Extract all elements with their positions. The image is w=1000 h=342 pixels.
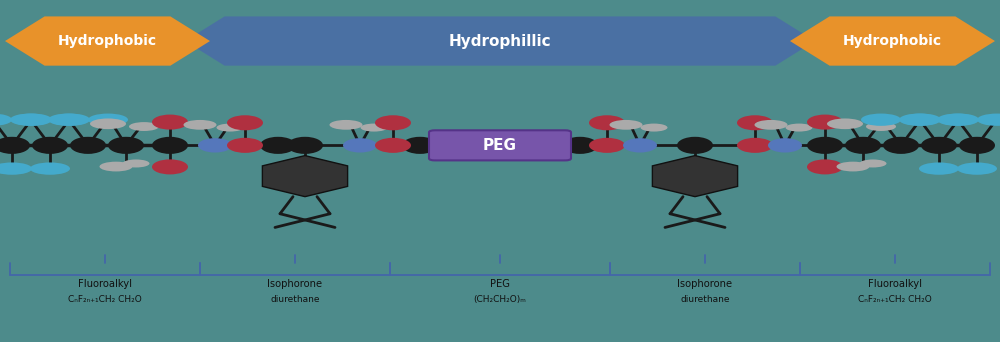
Ellipse shape xyxy=(883,137,919,154)
Ellipse shape xyxy=(360,123,388,132)
FancyBboxPatch shape xyxy=(429,130,571,160)
Ellipse shape xyxy=(122,159,150,168)
Ellipse shape xyxy=(959,137,995,154)
Ellipse shape xyxy=(184,120,216,130)
Ellipse shape xyxy=(100,162,132,171)
Ellipse shape xyxy=(30,162,70,175)
Ellipse shape xyxy=(755,120,788,130)
Ellipse shape xyxy=(807,137,843,154)
Ellipse shape xyxy=(845,137,881,154)
Ellipse shape xyxy=(836,162,870,171)
Text: Hydrophobic: Hydrophobic xyxy=(58,34,157,48)
Ellipse shape xyxy=(737,115,773,130)
Ellipse shape xyxy=(287,137,323,154)
Ellipse shape xyxy=(623,138,657,153)
Ellipse shape xyxy=(589,138,625,153)
Ellipse shape xyxy=(786,123,812,132)
Ellipse shape xyxy=(0,162,32,175)
Ellipse shape xyxy=(88,114,128,126)
Ellipse shape xyxy=(70,137,106,154)
Text: Isophorone: Isophorone xyxy=(267,279,323,289)
Ellipse shape xyxy=(12,114,52,126)
Ellipse shape xyxy=(562,137,598,154)
Text: CₙF₂ₙ₊₁CH₂ CH₂O: CₙF₂ₙ₊₁CH₂ CH₂O xyxy=(68,295,142,304)
Ellipse shape xyxy=(807,115,843,130)
Text: diurethane: diurethane xyxy=(270,295,320,304)
Ellipse shape xyxy=(939,114,979,126)
Ellipse shape xyxy=(50,114,90,126)
Ellipse shape xyxy=(899,114,939,126)
Ellipse shape xyxy=(129,122,159,131)
Text: CₙF₂ₙ₊₁CH₂ CH₂O: CₙF₂ₙ₊₁CH₂ CH₂O xyxy=(858,295,932,304)
Ellipse shape xyxy=(108,137,144,154)
Ellipse shape xyxy=(10,114,50,126)
Ellipse shape xyxy=(737,138,773,153)
Ellipse shape xyxy=(921,137,957,154)
Ellipse shape xyxy=(343,138,377,153)
Ellipse shape xyxy=(0,114,12,126)
Ellipse shape xyxy=(330,120,362,130)
Ellipse shape xyxy=(677,137,713,154)
Ellipse shape xyxy=(937,114,977,126)
Ellipse shape xyxy=(198,138,232,153)
Ellipse shape xyxy=(375,115,411,130)
Ellipse shape xyxy=(152,159,188,174)
Ellipse shape xyxy=(48,114,88,126)
Text: Fluoroalkyl: Fluoroalkyl xyxy=(78,279,132,289)
Ellipse shape xyxy=(807,159,843,174)
Ellipse shape xyxy=(375,138,411,153)
Ellipse shape xyxy=(260,137,296,154)
Ellipse shape xyxy=(901,114,941,126)
Text: Hydrophobic: Hydrophobic xyxy=(843,34,942,48)
Ellipse shape xyxy=(919,162,959,175)
Ellipse shape xyxy=(610,120,642,130)
Ellipse shape xyxy=(32,137,68,154)
Ellipse shape xyxy=(216,123,243,132)
Ellipse shape xyxy=(152,115,188,130)
Ellipse shape xyxy=(861,114,901,126)
Ellipse shape xyxy=(0,137,30,154)
Ellipse shape xyxy=(860,159,887,168)
Polygon shape xyxy=(790,16,995,66)
Ellipse shape xyxy=(768,138,802,153)
Text: diurethane: diurethane xyxy=(680,295,730,304)
Polygon shape xyxy=(5,16,210,66)
Text: PEG: PEG xyxy=(483,138,517,153)
Polygon shape xyxy=(262,156,348,197)
Text: Fluoroalkyl: Fluoroalkyl xyxy=(868,279,922,289)
Ellipse shape xyxy=(227,138,263,153)
Ellipse shape xyxy=(402,137,438,154)
Polygon shape xyxy=(185,16,815,66)
Text: Hydrophillic: Hydrophillic xyxy=(449,34,551,49)
Polygon shape xyxy=(652,156,738,197)
Ellipse shape xyxy=(152,137,188,154)
Ellipse shape xyxy=(977,114,1000,126)
Ellipse shape xyxy=(589,115,625,130)
Ellipse shape xyxy=(640,123,668,132)
Ellipse shape xyxy=(827,118,863,129)
Ellipse shape xyxy=(90,118,126,129)
Ellipse shape xyxy=(866,122,896,131)
Text: Isophorone: Isophorone xyxy=(677,279,733,289)
Ellipse shape xyxy=(957,162,997,175)
Text: PEG: PEG xyxy=(490,279,510,289)
Text: (CH₂CH₂O)ₘ: (CH₂CH₂O)ₘ xyxy=(474,295,526,304)
Ellipse shape xyxy=(227,115,263,130)
